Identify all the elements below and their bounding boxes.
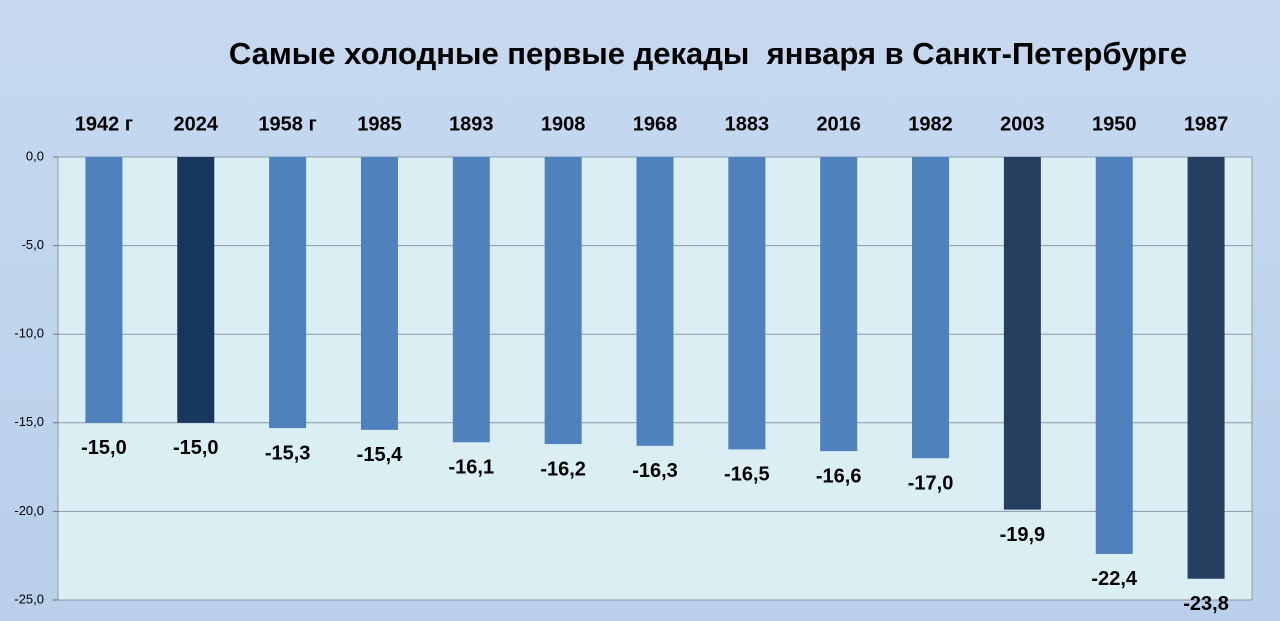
x-tick-label: 2024 bbox=[174, 113, 219, 135]
value-label: -15,4 bbox=[357, 444, 403, 466]
bar bbox=[452, 157, 490, 443]
x-tick-label: 1958 г bbox=[258, 113, 316, 135]
value-label: -15,3 bbox=[265, 442, 311, 464]
x-tick-label: 2003 bbox=[1000, 113, 1045, 135]
y-tick-label: -20,0 bbox=[14, 503, 44, 518]
y-tick-label: -15,0 bbox=[14, 414, 44, 429]
value-label: -16,3 bbox=[632, 460, 678, 482]
x-tick-label: 1982 bbox=[908, 113, 953, 135]
value-label: -15,0 bbox=[173, 437, 219, 459]
value-label: -23,8 bbox=[1183, 593, 1229, 615]
value-label: -16,6 bbox=[816, 465, 862, 487]
x-tick-label: 1942 г bbox=[75, 113, 133, 135]
bar bbox=[636, 157, 674, 446]
bar bbox=[912, 157, 950, 459]
bar bbox=[1003, 157, 1041, 510]
y-tick-label: -10,0 bbox=[14, 326, 44, 341]
value-label: -16,2 bbox=[540, 458, 586, 480]
x-tick-label: 1950 bbox=[1092, 113, 1137, 135]
value-label: -16,5 bbox=[724, 464, 770, 486]
x-tick-label: 1883 bbox=[725, 113, 770, 135]
value-label: -19,9 bbox=[1000, 524, 1046, 546]
bar bbox=[728, 157, 766, 450]
value-label: -22,4 bbox=[1091, 568, 1137, 590]
bar bbox=[544, 157, 582, 445]
value-label: -17,0 bbox=[908, 473, 954, 495]
value-label: -15,0 bbox=[81, 437, 127, 459]
x-tick-label: 2016 bbox=[816, 113, 861, 135]
bar bbox=[1187, 157, 1225, 579]
x-tick-label: 1908 bbox=[541, 113, 586, 135]
x-tick-label: 1985 bbox=[357, 113, 402, 135]
bar bbox=[269, 157, 307, 429]
x-tick-label: 1893 bbox=[449, 113, 494, 135]
bar bbox=[1095, 157, 1133, 554]
y-tick-label: -25,0 bbox=[14, 591, 44, 606]
x-tick-label: 1987 bbox=[1184, 113, 1229, 135]
bar bbox=[177, 157, 215, 423]
bar bbox=[820, 157, 858, 452]
chart-title: Самые холодные первые декады января в Са… bbox=[229, 36, 1187, 71]
y-tick-label: 0,0 bbox=[26, 148, 44, 163]
bar bbox=[360, 157, 398, 430]
y-tick-label: -5,0 bbox=[22, 237, 44, 252]
bar bbox=[85, 157, 123, 423]
value-label: -16,1 bbox=[449, 457, 495, 479]
x-tick-label: 1968 bbox=[633, 113, 678, 135]
